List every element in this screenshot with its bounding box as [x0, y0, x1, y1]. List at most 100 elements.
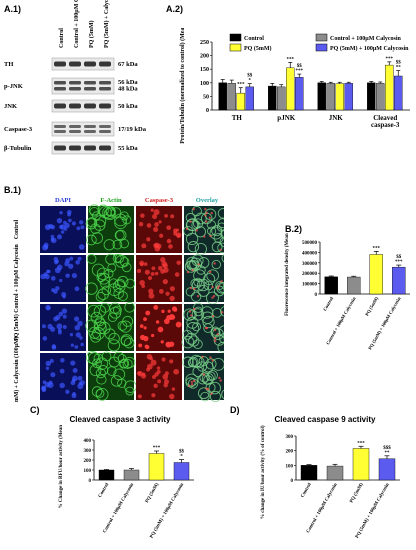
micro-cell	[151, 266, 156, 271]
micro-cell	[176, 234, 181, 238]
micro-cell	[191, 205, 202, 217]
blot-band	[54, 103, 66, 109]
micro-cell	[45, 360, 51, 367]
micro-cell	[187, 241, 200, 253]
micro-cell	[56, 217, 63, 224]
micro-cell	[214, 339, 217, 343]
micro-cell	[193, 307, 196, 311]
micro-cell	[192, 355, 205, 369]
micro-cell	[86, 254, 97, 264]
micro-cell	[50, 234, 55, 239]
micro-cell	[204, 214, 207, 217]
micro-cell	[207, 226, 217, 236]
micro-cell	[48, 223, 53, 229]
micro-cell	[209, 356, 212, 359]
x-tick-label: PQ (5mM)	[364, 296, 379, 317]
blot-band	[84, 103, 96, 109]
blot-lane-label: PQ (5mM)	[88, 21, 95, 49]
micro-cell	[196, 294, 200, 298]
micro-cell	[196, 278, 210, 292]
blot-band	[54, 87, 66, 91]
micro-cell	[168, 341, 175, 347]
micro-cell	[144, 269, 150, 275]
micro-cell	[197, 387, 210, 400]
bar	[347, 276, 361, 295]
y-tick-label: 500000	[302, 241, 318, 246]
x-tick-label: PQ (5mM)	[349, 482, 365, 504]
blot-band	[54, 61, 66, 67]
micro-cell	[186, 322, 200, 335]
y-tick-label: 300	[286, 435, 294, 440]
micro-cell	[97, 204, 109, 216]
micro-cell	[171, 387, 176, 391]
micro-cell	[59, 382, 65, 389]
micro-cell	[119, 238, 129, 249]
legend-label: Control	[244, 36, 264, 42]
micro-cell	[85, 234, 97, 246]
micro-cell	[161, 357, 166, 362]
micro-cell	[62, 314, 67, 319]
blot-band	[84, 145, 96, 151]
micro-row-label: Control	[14, 220, 20, 240]
micro-cell	[217, 341, 224, 353]
micro-cell	[221, 311, 224, 314]
micro-cell	[112, 305, 122, 315]
micro-cell	[219, 236, 224, 248]
micro-cell	[199, 372, 210, 383]
micro-cell	[112, 239, 123, 250]
micro-cell	[175, 228, 180, 232]
micro-cell	[147, 275, 153, 281]
micro-cell	[124, 302, 135, 313]
micro-cell	[192, 379, 196, 383]
blot-row-label: p-JNK	[4, 83, 23, 90]
micro-cell	[219, 248, 222, 251]
micro-cell	[59, 225, 63, 229]
bar	[394, 75, 403, 111]
micro-cell	[171, 306, 177, 312]
blot-band	[69, 61, 81, 67]
y-axis-label: Protein/Tubulin (normalized to control) …	[179, 28, 186, 144]
micro-cell	[108, 332, 120, 345]
micro-cell	[210, 392, 213, 396]
blot-band	[69, 103, 81, 109]
micro-cell	[210, 211, 213, 215]
blot-band	[99, 125, 111, 128]
blot-band	[54, 81, 66, 85]
micro-cell	[119, 358, 130, 369]
micro-cell	[185, 377, 196, 388]
micro-cell	[105, 206, 116, 217]
micro-cell	[141, 373, 147, 379]
micro-cell	[204, 207, 207, 211]
blot-band	[69, 87, 81, 91]
micro-cell	[166, 238, 172, 244]
micro-cell	[138, 221, 144, 227]
micro-cell	[47, 269, 51, 274]
bar	[324, 276, 338, 295]
legend-label: PQ (5mM) + 100μM Calycosin	[330, 45, 409, 52]
y-tick-label: 300000	[302, 262, 318, 267]
micro-column-label: DAPI	[55, 197, 71, 204]
micro-cell	[113, 368, 126, 381]
micro-cell	[168, 244, 173, 249]
micro-cell	[72, 391, 76, 396]
blot-band	[84, 87, 96, 91]
micro-cell	[146, 367, 150, 372]
micro-cell	[125, 278, 136, 289]
micro-cell	[143, 262, 148, 266]
micro-cell	[88, 204, 100, 216]
micro-cell	[203, 323, 213, 333]
micro-cell	[64, 222, 70, 229]
micro-column-label: F-Actin	[100, 197, 122, 204]
micro-cell	[51, 345, 57, 350]
bar	[326, 465, 344, 481]
micro-cell	[150, 333, 155, 338]
micro-cell	[188, 357, 199, 368]
significance-mark: ***	[386, 57, 394, 62]
y-tick-label: 100	[200, 81, 209, 87]
micro-cell	[69, 256, 74, 261]
micro-cell	[218, 376, 221, 380]
micro-cell	[211, 259, 222, 270]
micro-column-label: Overlay	[196, 197, 219, 204]
micro-cell	[211, 241, 223, 253]
micro-cell	[152, 214, 158, 220]
